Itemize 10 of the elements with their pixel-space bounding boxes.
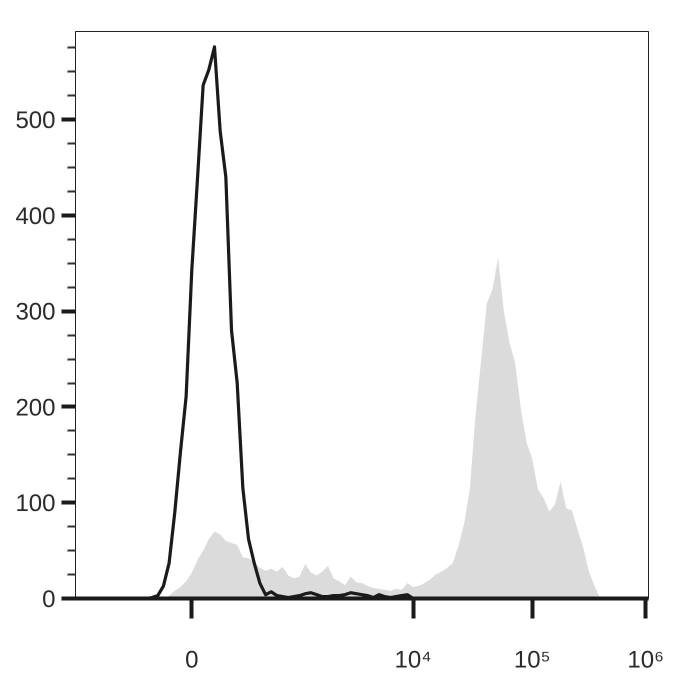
y-tick-label: 400 bbox=[15, 202, 56, 230]
y-tick-label: 500 bbox=[15, 107, 56, 134]
y-tick-label: 300 bbox=[15, 298, 56, 326]
x-tick-label: 10⁶ bbox=[627, 646, 664, 674]
x-tick-label: 10⁴ bbox=[394, 646, 432, 674]
y-tick-label: 200 bbox=[15, 394, 56, 422]
y-tick-label: 0 bbox=[42, 586, 56, 613]
x-tick-label: 0 bbox=[185, 646, 198, 674]
x-tick-label: 10⁵ bbox=[514, 646, 551, 674]
y-tick-label: 100 bbox=[15, 490, 56, 518]
